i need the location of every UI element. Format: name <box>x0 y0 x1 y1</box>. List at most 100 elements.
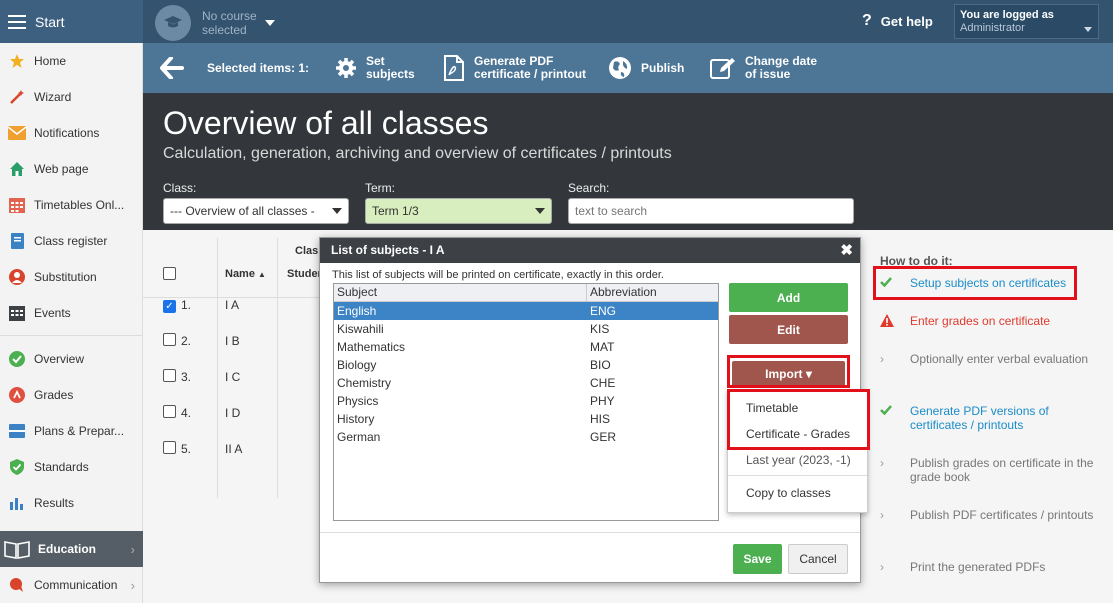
save-button[interactable]: Save <box>733 544 782 574</box>
start-menu-button[interactable]: Start <box>0 0 143 43</box>
question-icon: ? <box>862 12 872 29</box>
sidebar-item-notifications[interactable]: Notifications <box>0 115 143 151</box>
sidebar-label: Home <box>34 54 67 68</box>
gear-icon <box>335 57 357 79</box>
col-name-header[interactable]: Name ▲ <box>225 268 266 280</box>
import-button[interactable]: Import ▾ <box>732 361 845 387</box>
edit-icon <box>710 57 736 79</box>
user-menu[interactable]: You are logged as Administrator <box>954 4 1099 39</box>
list-item[interactable]: Biology BIO <box>334 356 718 374</box>
cancel-button[interactable]: Cancel <box>788 544 848 574</box>
calendar-icon <box>8 196 26 214</box>
generate-pdf-button[interactable]: Generate PDF certificate / printout <box>443 43 586 93</box>
sidebar-item-timetables[interactable]: Timetables Onl... <box>0 187 143 223</box>
set-subjects-line1: Set <box>366 54 385 68</box>
sidebar-item-results[interactable]: Results <box>0 485 143 521</box>
row-name: II A <box>225 442 243 456</box>
sidebar-item-grades[interactable]: Grades <box>0 377 143 413</box>
sidebar-item-overview[interactable]: Overview <box>0 341 143 377</box>
plans-icon <box>8 422 26 440</box>
person-icon <box>8 268 26 286</box>
howto-step[interactable]: › Print the generated PDFs <box>880 560 1100 574</box>
table-row[interactable]: 4. I D <box>143 395 323 431</box>
table-row[interactable]: 3. I C <box>143 359 323 395</box>
select-all-checkbox[interactable] <box>163 267 176 283</box>
row-number: 5. <box>181 442 192 456</box>
howto-step[interactable]: Generate PDF versions of certificates / … <box>880 404 1100 432</box>
sidebar-item-home[interactable]: Home <box>0 43 143 79</box>
check-icon <box>880 404 910 432</box>
sidebar-item-plans[interactable]: Plans & Prepar... <box>0 413 143 449</box>
search-input[interactable] <box>568 198 854 224</box>
subject-abbr: CHE <box>590 376 616 390</box>
howto-step-text: Optionally enter verbal evaluation <box>910 352 1089 366</box>
sidebar-item-education[interactable]: Education › <box>0 531 143 567</box>
chevron-right-icon: › <box>880 560 884 574</box>
header-divider <box>143 297 323 298</box>
howto-step[interactable]: › Publish grades on certificate in the g… <box>880 456 1100 484</box>
col-student-header: Studen <box>287 268 325 280</box>
menu-item-copy-to-classes[interactable]: Copy to classes <box>746 486 831 500</box>
howto-step[interactable]: › Publish PDF certificates / printouts <box>880 508 1100 522</box>
course-selector[interactable]: No course selected <box>155 5 275 41</box>
sidebar-label: Education <box>38 542 97 556</box>
sidebar-item-class-register[interactable]: Class register <box>0 223 143 259</box>
sidebar-label: Communication <box>34 578 118 592</box>
get-help-button[interactable]: ? Get help <box>862 12 933 30</box>
list-item[interactable]: Physics PHY <box>334 392 718 410</box>
subject-name: Chemistry <box>337 376 392 390</box>
row-checkbox[interactable]: ✓ <box>163 298 176 313</box>
subject-name: Kiswahili <box>337 322 384 336</box>
sidebar-item-web-page[interactable]: Web page <box>0 151 143 187</box>
add-button[interactable]: Add <box>729 283 848 312</box>
menu-item-certificate-grades[interactable]: Certificate - Grades <box>746 427 851 441</box>
sidebar-item-standards[interactable]: Standards <box>0 449 143 485</box>
chevron-right-icon: › <box>880 508 884 522</box>
row-checkbox[interactable] <box>163 333 176 349</box>
row-checkbox[interactable] <box>163 369 176 385</box>
bar-chart-icon <box>8 494 26 512</box>
list-item[interactable]: Chemistry CHE <box>334 374 718 392</box>
set-subjects-button[interactable]: Set subjects <box>335 43 415 93</box>
list-item[interactable]: Mathematics MAT <box>334 338 718 356</box>
change-date-button[interactable]: Change date of issue <box>710 43 817 93</box>
howto-step[interactable]: Enter grades on certificate <box>880 314 1100 330</box>
list-item[interactable]: English ENG <box>334 302 718 320</box>
howto-step[interactable]: › Optionally enter verbal evaluation <box>880 352 1100 366</box>
sidebar-item-events[interactable]: Events <box>0 295 143 331</box>
chat-icon <box>8 576 26 594</box>
row-number: 2. <box>181 334 192 348</box>
page-title: Overview of all classes <box>163 105 489 141</box>
publish-button[interactable]: Publish <box>608 43 684 93</box>
graduation-cap-icon <box>155 5 191 41</box>
howto-step-text: Setup subjects on certificates <box>910 276 1067 290</box>
list-item[interactable]: German GER <box>334 428 718 446</box>
col-name-label: Name <box>225 268 255 280</box>
back-button[interactable] <box>160 43 184 93</box>
howto-step[interactable]: Setup subjects on certificates <box>880 276 1100 290</box>
list-item[interactable]: History HIS <box>334 410 718 428</box>
subjects-list[interactable]: Subject Abbreviation English ENG Kiswahil… <box>333 283 719 521</box>
row-checkbox[interactable] <box>163 405 176 421</box>
sidebar: Home Wizard Notifications Web page Timet… <box>0 43 143 603</box>
row-checkbox[interactable] <box>163 441 176 457</box>
list-item[interactable]: Kiswahili KIS <box>334 320 718 338</box>
col-subject-header: Subject <box>334 284 587 302</box>
menu-item-timetable[interactable]: Timetable <box>746 401 799 415</box>
table-row[interactable]: 2. I B <box>143 323 323 359</box>
sidebar-item-substitution[interactable]: Substitution <box>0 259 143 295</box>
col-class-header: Clas <box>295 245 319 257</box>
row-number: 1. <box>181 298 192 312</box>
table-row[interactable]: ✓ 1. I A <box>143 287 323 323</box>
sidebar-item-communication[interactable]: Communication › <box>0 567 143 603</box>
search-label: Search: <box>568 181 610 195</box>
close-icon[interactable]: ✖ <box>840 242 853 259</box>
sidebar-item-wizard[interactable]: Wizard <box>0 79 143 115</box>
menu-item-last-year[interactable]: Last year (2023, -1) <box>746 453 851 467</box>
term-select[interactable]: Term 1/3 <box>365 198 552 224</box>
edit-button[interactable]: Edit <box>729 315 848 344</box>
check-icon <box>880 276 910 290</box>
class-select[interactable]: --- Overview of all classes - <box>163 198 349 224</box>
column-divider <box>217 238 218 498</box>
table-row[interactable]: 5. II A <box>143 431 323 467</box>
